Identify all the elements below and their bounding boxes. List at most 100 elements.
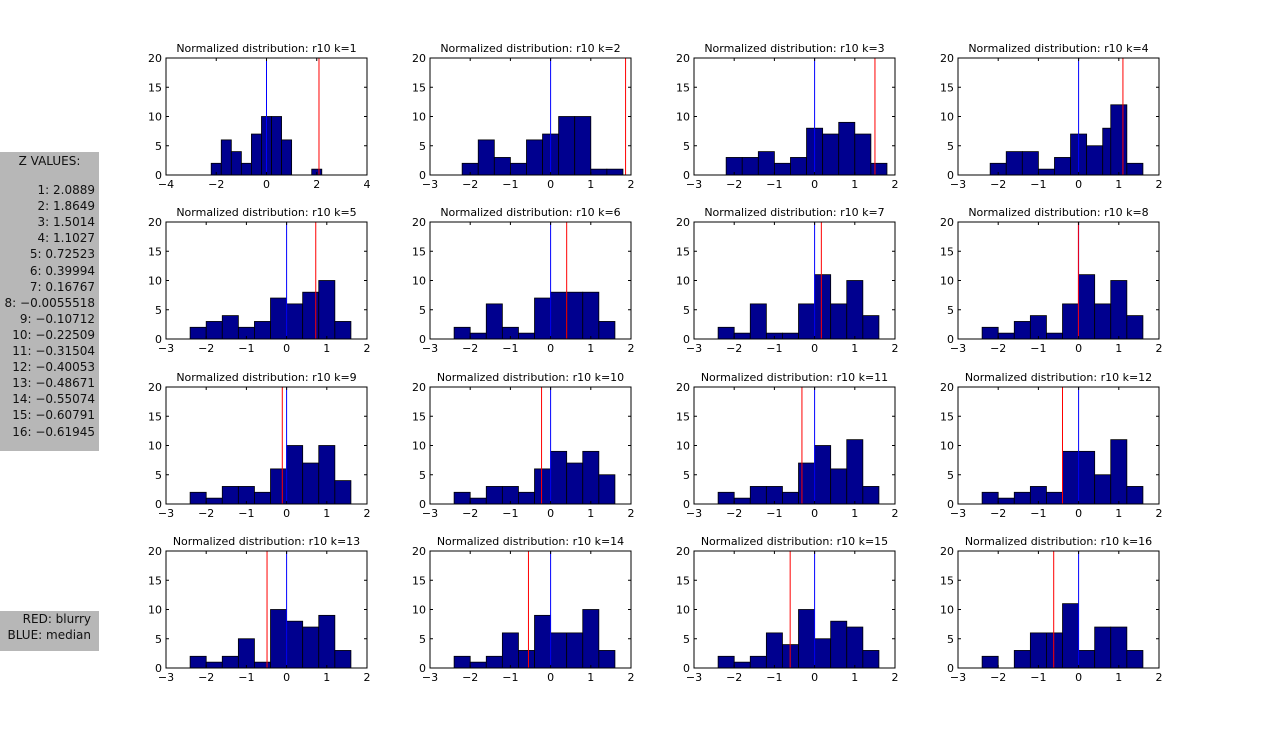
x-tick-label: −3 <box>950 342 966 355</box>
y-tick-label: 20 <box>412 52 426 65</box>
y-tick-label: 15 <box>148 245 162 258</box>
x-tick-label: −2 <box>208 178 224 191</box>
histogram-bar <box>221 315 239 340</box>
histogram-bar <box>1110 104 1128 176</box>
chart-title: Normalized distribution: r10 k=4 <box>968 42 1148 55</box>
histogram-bar <box>318 445 336 505</box>
histogram-bar <box>1094 626 1112 669</box>
histogram-bar <box>501 632 519 669</box>
histogram-bar <box>830 303 848 340</box>
z-value-12: 12: −0.40053 <box>12 360 95 375</box>
x-tick-label: 0 <box>811 507 818 520</box>
y-tick-label: 0 <box>683 498 690 511</box>
y-tick-label: 10 <box>676 275 690 288</box>
y-tick-label: 0 <box>419 498 426 511</box>
histogram-bar <box>798 462 816 505</box>
y-tick-label: 15 <box>148 81 162 94</box>
histogram-bar <box>271 116 282 176</box>
y-tick-label: 10 <box>148 111 162 124</box>
x-tick-label: 0 <box>1075 671 1082 684</box>
x-tick-label: −3 <box>158 671 174 684</box>
y-tick-label: 10 <box>148 604 162 617</box>
x-tick-label: 0 <box>283 342 290 355</box>
histogram-bar <box>846 280 864 340</box>
histogram-bar <box>997 497 1015 505</box>
x-tick-label: −2 <box>198 671 214 684</box>
histogram-bar <box>518 332 535 340</box>
chart-title: Normalized distribution: r10 k=2 <box>440 42 620 55</box>
chart-title: Normalized distribution: r10 k=11 <box>701 371 888 384</box>
y-tick-label: 0 <box>947 169 954 182</box>
y-tick-label: 20 <box>676 381 690 394</box>
y-tick-label: 0 <box>947 662 954 675</box>
x-tick-label: 2 <box>364 507 371 520</box>
histogram-chart-16: Normalized distribution: r10 k=16 −3 −2 −1 0… <box>940 535 1163 684</box>
histogram-bar <box>741 157 759 176</box>
x-tick-label: −1 <box>502 671 518 684</box>
histogram-bar <box>1021 151 1039 176</box>
y-tick-label: 15 <box>940 81 954 94</box>
x-tick-label: 2 <box>1156 507 1163 520</box>
y-tick-label: 0 <box>683 169 690 182</box>
histogram-bar <box>1046 332 1063 340</box>
x-tick-label: −1 <box>766 178 782 191</box>
x-tick-label: −2 <box>726 671 742 684</box>
y-tick-label: 10 <box>676 111 690 124</box>
x-tick-label: 4 <box>364 178 371 191</box>
histogram-bar <box>1029 315 1047 340</box>
histogram-bar <box>757 151 775 176</box>
histogram-bar <box>582 291 600 340</box>
histogram-bar <box>981 326 999 340</box>
x-tick-label: −3 <box>158 342 174 355</box>
histogram-bar <box>1029 632 1047 669</box>
y-tick-label: 15 <box>412 245 426 258</box>
y-tick-label: 15 <box>940 574 954 587</box>
histogram-bar <box>509 162 527 176</box>
histogram-bar <box>189 326 207 340</box>
histogram-chart-6: Normalized distribution: r10 k=6 −3 −2 −1 0 1… <box>412 206 635 355</box>
x-tick-label: −1 <box>238 507 254 520</box>
y-tick-label: 0 <box>947 333 954 346</box>
x-tick-label: −1 <box>238 671 254 684</box>
chart-title: Normalized distribution: r10 k=3 <box>704 42 884 55</box>
x-tick-label: 2 <box>628 178 635 191</box>
y-tick-label: 0 <box>155 498 162 511</box>
x-tick-label: −3 <box>422 671 438 684</box>
x-tick-label: −3 <box>422 178 438 191</box>
y-tick-label: 15 <box>412 81 426 94</box>
z-value-9: 9: −0.10712 <box>19 311 95 326</box>
histogram-bar <box>782 491 799 505</box>
y-tick-label: 5 <box>155 304 162 317</box>
histogram-bar <box>1126 315 1144 340</box>
x-tick-label: 2 <box>892 178 899 191</box>
y-tick-label: 0 <box>419 169 426 182</box>
histogram-bar <box>590 168 608 176</box>
z-value-16: 16: −0.61945 <box>12 424 95 439</box>
histogram-bar <box>582 609 600 669</box>
histogram-bar <box>717 491 735 505</box>
histogram-chart-1: Normalized distribution: r10 k=1 −4 −2 0 2 4 0… <box>148 42 371 191</box>
histogram-bar <box>254 661 271 669</box>
y-tick-label: 5 <box>947 140 954 153</box>
x-tick-label: 0 <box>283 507 290 520</box>
chart-title: Normalized distribution: r10 k=16 <box>965 535 1152 548</box>
chart-title: Normalized distribution: r10 k=9 <box>176 371 356 384</box>
x-tick-label: 1 <box>587 342 594 355</box>
chart-title: Normalized distribution: r10 k=7 <box>704 206 884 219</box>
x-tick-label: 1 <box>1115 671 1122 684</box>
x-tick-label: −2 <box>462 671 478 684</box>
histogram-bar <box>254 321 271 340</box>
x-tick-label: −1 <box>502 507 518 520</box>
histogram-bar <box>798 303 816 340</box>
histogram-bar <box>205 321 223 340</box>
histogram-bar <box>733 332 751 340</box>
chart-title: Normalized distribution: r10 k=6 <box>440 206 620 219</box>
z-value-6: 6: 0.39994 <box>29 263 95 278</box>
histogram-bar <box>1062 303 1080 340</box>
histogram-bar <box>189 491 207 505</box>
y-tick-label: 20 <box>676 216 690 229</box>
histogram-bar <box>862 315 880 340</box>
histogram-chart-12: Normalized distribution: r10 k=12 −3 −2 −1 0… <box>940 371 1163 520</box>
histogram-bar <box>1046 491 1063 505</box>
